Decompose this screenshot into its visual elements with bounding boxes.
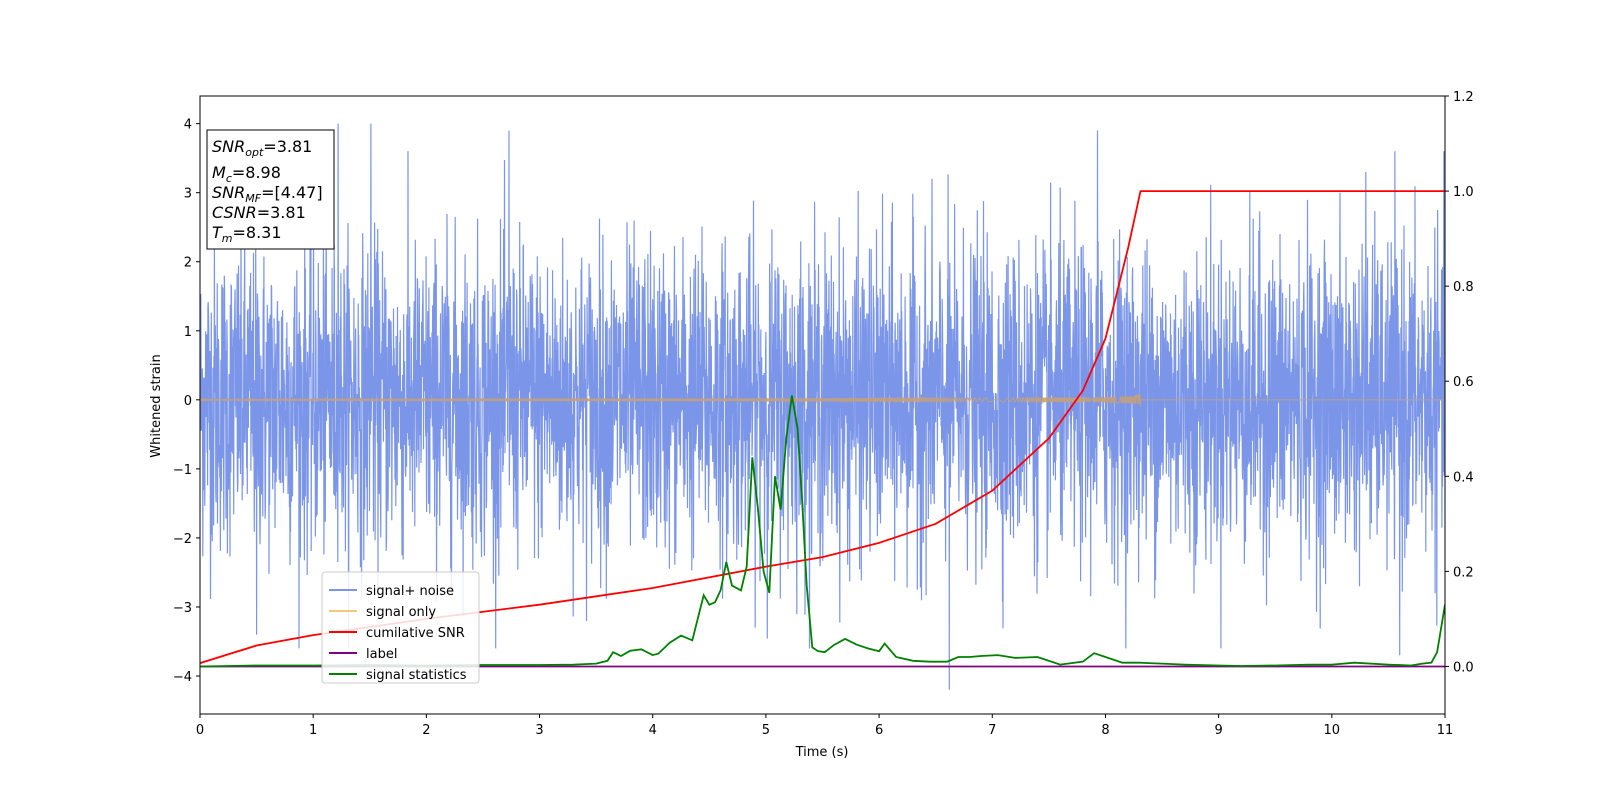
- legend-label: cumilative SNR: [366, 626, 465, 641]
- y-tick-label: 0: [184, 394, 192, 409]
- annotation-box: SNRopt=3.81 Mc=8.98 SNRMF=[4.47] CSNR=3.…: [206, 129, 335, 250]
- series-signal-statistics: [200, 395, 1445, 668]
- legend-label: label: [366, 647, 397, 662]
- y2-tick-label: 1.0: [1453, 185, 1474, 200]
- x-tick-label: 2: [422, 723, 430, 738]
- y-tick-label: 3: [184, 187, 192, 202]
- annotation-snr-mf: SNRMF=[4.47]: [212, 183, 323, 205]
- y2-tick-label: 0.2: [1453, 565, 1474, 580]
- x-tick-label: 8: [1101, 723, 1109, 738]
- y-axis-label: Whitened strain: [149, 354, 164, 457]
- x-tick-label: 3: [535, 723, 543, 738]
- x-axis: 0 1 2 3 4 5 6 7 8 9 10 11: [196, 714, 1453, 738]
- y-axis-right: 0.0 0.2 0.4 0.6 0.8 1.0 1.2: [1445, 90, 1474, 675]
- legend-label: signal only: [366, 605, 436, 620]
- y-tick-label: −3: [173, 601, 192, 616]
- y-tick-label: 1: [184, 325, 192, 340]
- series-signal-only: [200, 393, 1445, 407]
- y-tick-label: 2: [184, 256, 192, 271]
- y-tick-label: −2: [173, 532, 192, 547]
- x-axis-label: Time (s): [795, 745, 849, 760]
- legend-label: signal statistics: [366, 668, 467, 683]
- x-tick-label: 7: [988, 723, 996, 738]
- y2-tick-label: 1.2: [1453, 90, 1474, 105]
- y-tick-label: −4: [173, 670, 192, 685]
- x-tick-label: 9: [1214, 723, 1222, 738]
- y-axis-left: −4 −3 −2 −1 0 1 2 3 4: [173, 118, 200, 685]
- y2-tick-label: 0.0: [1453, 660, 1474, 675]
- annotation-snr-opt: SNRopt=3.81: [212, 137, 312, 159]
- legend-label: signal+ noise: [366, 584, 454, 599]
- x-tick-label: 4: [649, 723, 657, 738]
- x-tick-label: 0: [196, 723, 204, 738]
- annotation-tm: Tm=8.31: [212, 223, 282, 245]
- legend: signal+ noise signal only cumilative SNR la…: [321, 571, 480, 684]
- x-tick-label: 11: [1437, 723, 1454, 738]
- x-tick-label: 10: [1324, 723, 1341, 738]
- annotation-mc: Mc=8.98: [212, 163, 281, 185]
- plot-frame: [199, 95, 1446, 715]
- y-tick-label: −1: [173, 463, 192, 478]
- annotation-csnr: CSNR=3.81: [212, 203, 306, 222]
- y2-tick-label: 0.8: [1453, 280, 1474, 295]
- x-tick-label: 5: [762, 723, 770, 738]
- y-tick-label: 4: [184, 118, 192, 133]
- x-tick-label: 6: [875, 723, 883, 738]
- y2-tick-label: 0.4: [1453, 470, 1474, 485]
- x-tick-label: 1: [309, 723, 317, 738]
- y2-tick-label: 0.6: [1453, 375, 1474, 390]
